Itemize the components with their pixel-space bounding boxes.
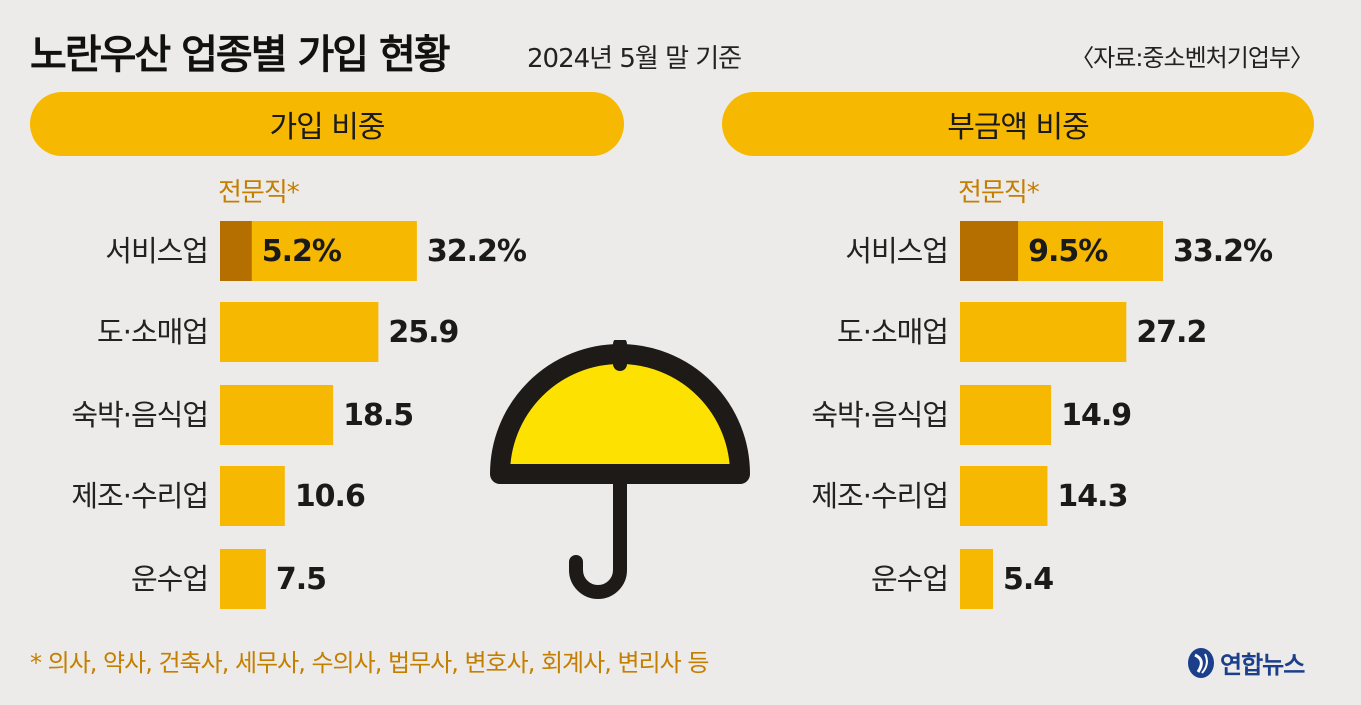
bar — [220, 549, 266, 609]
professional-value-label: 9.5% — [1028, 234, 1108, 269]
bar-value-label: 7.5 — [276, 562, 326, 597]
panel-title-left: 가입 비중 — [269, 110, 386, 145]
bar — [220, 221, 417, 281]
bar — [960, 466, 1048, 526]
category-label: 숙박·음식업 — [811, 398, 948, 432]
bar-value-label: 5.4 — [1003, 562, 1053, 597]
category-label: 제조·수리업 — [71, 479, 208, 513]
professional-legend-label: 전문직* — [218, 178, 300, 208]
bar — [960, 385, 1052, 445]
bar — [220, 385, 334, 445]
panel-header-right: 부금액 비중 — [722, 92, 1314, 156]
panel-title-right: 부금액 비중 — [947, 110, 1090, 145]
panel-header-left: 가입 비중 — [30, 92, 624, 156]
chart-title: 노란우산 업종별 가입 현황 — [30, 32, 451, 78]
professional-bar — [220, 221, 252, 281]
bar-value-label: 32.2% — [427, 234, 527, 269]
professional-value-label: 5.2% — [262, 234, 342, 269]
category-label: 운수업 — [131, 562, 208, 596]
category-label: 숙박·음식업 — [71, 398, 208, 432]
source-note: 〈자료:중소벤처기업부〉 — [1070, 44, 1314, 72]
category-label: 제조·수리업 — [811, 479, 948, 513]
bar-value-label: 27.2 — [1136, 315, 1206, 350]
bar — [960, 302, 1127, 362]
category-label: 서비스업 — [845, 234, 948, 268]
category-label: 도·소매업 — [837, 315, 948, 349]
professional-legend-label: 전문직* — [958, 178, 1040, 208]
bar-value-label: 10.6 — [295, 479, 365, 514]
yonhap-logo-icon — [1188, 647, 1214, 678]
bar-value-label: 14.3 — [1057, 479, 1127, 514]
bar-value-label: 25.9 — [388, 315, 458, 350]
chart-subtitle: 2024년 5월 말 기준 — [527, 44, 742, 74]
category-label: 서비스업 — [105, 234, 208, 268]
bar — [960, 549, 994, 609]
bar — [220, 466, 285, 526]
bar — [220, 302, 379, 362]
professional-bar — [960, 221, 1019, 281]
yonhap-logo-text: 연합뉴스 — [1220, 651, 1305, 679]
bar-value-label: 14.9 — [1061, 398, 1131, 433]
umbrella-icon — [490, 340, 750, 599]
category-label: 도·소매업 — [97, 315, 208, 349]
category-label: 운수업 — [871, 562, 948, 596]
yonhap-logo: 연합뉴스 — [1186, 645, 1305, 680]
bar-value-label: 33.2% — [1173, 234, 1273, 269]
footnote: * 의사, 약사, 건축사, 세무사, 수의사, 법무사, 변호사, 회계사, … — [30, 649, 709, 677]
bar-value-label: 18.5 — [343, 398, 413, 433]
